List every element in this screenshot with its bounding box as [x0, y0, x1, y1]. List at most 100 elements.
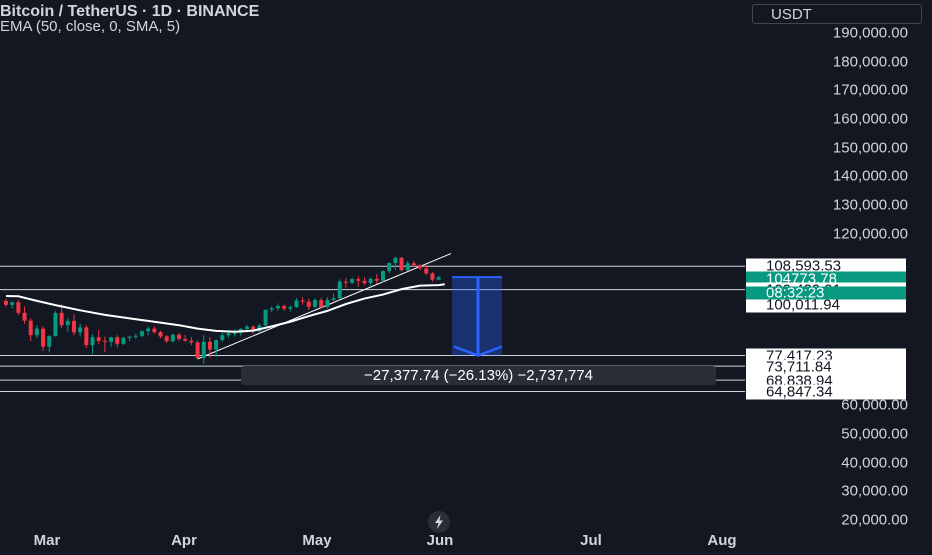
candle-body — [59, 312, 64, 326]
y-tick-label: 170,000.00 — [832, 81, 908, 99]
y-tick-label: 120,000.00 — [832, 225, 908, 243]
trend-line — [197, 253, 452, 360]
ema-indicator-legend[interactable]: EMA (50, close, 0, SMA, 5) — [0, 18, 181, 35]
candle-body — [263, 309, 268, 326]
y-tick-label: 180,000.00 — [832, 53, 908, 71]
y-tick-label: 40,000.00 — [841, 454, 908, 472]
x-tick-label: Mar — [33, 532, 61, 549]
candle-body — [16, 302, 21, 313]
price-label: 73,711.84 — [746, 359, 906, 375]
candle-body — [139, 331, 144, 336]
candle-body — [430, 273, 435, 280]
price-chart[interactable] — [0, 0, 745, 550]
candle-body — [220, 335, 225, 341]
candle-body — [331, 298, 336, 300]
candle-body — [368, 278, 373, 284]
candle-body — [189, 340, 194, 343]
candle-body — [146, 328, 151, 332]
candle-body — [275, 306, 280, 309]
candle-body — [226, 333, 231, 336]
x-tick-label: Aug — [707, 532, 737, 549]
y-tick-label: 130,000.00 — [832, 196, 908, 214]
candle-body — [133, 335, 138, 337]
y-tick-label: 190,000.00 — [832, 24, 908, 42]
candle-body — [65, 320, 70, 326]
price-label: 100,011.94 — [746, 297, 906, 313]
candle-body — [41, 328, 46, 347]
x-tick-label: Jul — [580, 532, 602, 549]
candle-body — [78, 327, 83, 333]
candle-body — [245, 326, 250, 329]
y-tick-label: 150,000.00 — [832, 139, 908, 157]
candle-body — [294, 300, 299, 308]
candle-body — [380, 271, 385, 281]
candle-body — [127, 336, 132, 338]
y-tick-label: 140,000.00 — [832, 167, 908, 185]
candle-body — [115, 337, 120, 344]
bar-countdown: 08:32:23 — [746, 286, 906, 301]
candle-body — [399, 257, 404, 271]
candle-body — [300, 300, 305, 302]
projection-arrow-head — [453, 345, 503, 357]
candle-body — [10, 302, 15, 305]
candle-body — [207, 341, 212, 350]
candle-body — [418, 265, 423, 269]
currency-selector[interactable]: USDT — [752, 4, 922, 24]
x-tick-label: Jun — [426, 532, 454, 549]
candle-body — [306, 301, 311, 307]
candle-body — [356, 279, 361, 281]
candle-body — [374, 278, 379, 281]
candle-body — [47, 336, 52, 347]
candle-body — [251, 326, 256, 332]
candle-body — [288, 307, 293, 309]
candle-body — [337, 281, 342, 299]
price-label: 64,847.34 — [746, 384, 906, 400]
candle-body — [313, 299, 317, 307]
candle-body — [325, 299, 330, 308]
y-tick-label: 20,000.00 — [841, 511, 908, 529]
candle-body — [4, 300, 8, 305]
candle-body — [393, 257, 398, 264]
y-tick-label: 60,000.00 — [841, 396, 908, 414]
x-tick-label: May — [302, 532, 332, 549]
candle-body — [319, 299, 324, 308]
candle-body — [84, 327, 89, 346]
candle-body — [282, 306, 287, 309]
price-label: 108,593.53 — [746, 258, 906, 274]
chart-canvas[interactable] — [0, 0, 745, 550]
candle-body — [152, 328, 157, 333]
candle-body — [53, 312, 58, 337]
x-tick-label: Apr — [171, 532, 197, 549]
candle-body — [121, 337, 126, 344]
candle-body — [158, 332, 163, 337]
candle-body — [102, 340, 107, 342]
candle-body — [269, 308, 274, 310]
symbol-title[interactable]: Bitcoin / TetherUS · 1D · BINANCE — [0, 3, 260, 20]
price-label: 77,417.23 — [746, 348, 906, 364]
candle-body — [195, 342, 200, 359]
candle-body — [232, 332, 237, 334]
candle-body — [109, 337, 114, 342]
candle-body — [34, 328, 39, 336]
candle-body — [405, 263, 410, 271]
candle-body — [28, 320, 33, 336]
y-tick-label: 50,000.00 — [841, 425, 908, 443]
y-tick-label: 160,000.00 — [832, 110, 908, 128]
candle-body — [214, 340, 219, 350]
candle-body — [343, 281, 348, 283]
candle-body — [350, 279, 355, 283]
candle-body — [436, 277, 441, 280]
candle-body — [177, 334, 182, 339]
candle-body — [183, 338, 188, 341]
candle-body — [362, 280, 367, 284]
candle-body — [90, 337, 95, 346]
candle-body — [170, 334, 175, 342]
candle-body — [71, 320, 76, 333]
flash-icon[interactable] — [428, 511, 450, 533]
y-tick-label: 30,000.00 — [841, 482, 908, 500]
candle-body — [96, 337, 101, 341]
candle-body — [201, 341, 206, 359]
ema-line — [5, 283, 445, 333]
candle-body — [22, 312, 27, 321]
candle-body — [411, 263, 416, 266]
